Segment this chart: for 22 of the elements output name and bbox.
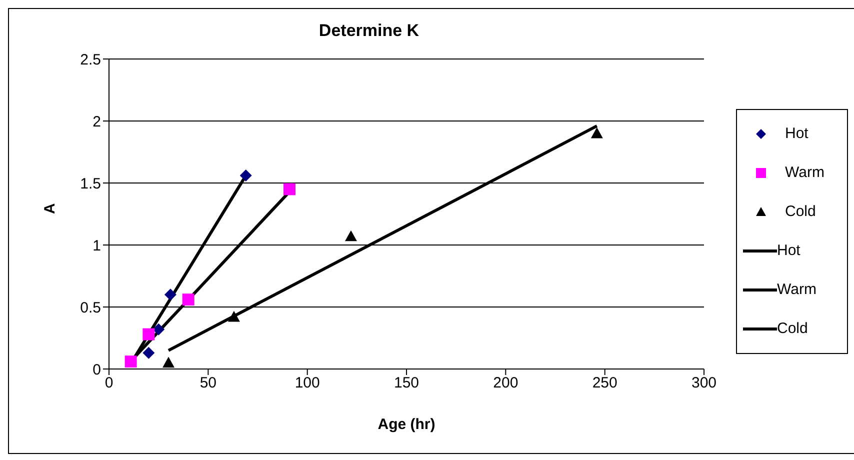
legend-label: Cold (777, 320, 808, 337)
y-tick-label: 0.5 (80, 299, 101, 316)
x-tick-label: 200 (493, 374, 518, 392)
y-tick-label: 2.5 (80, 51, 101, 68)
legend-label: Warm (777, 281, 816, 298)
y-axis-title: A (41, 203, 58, 214)
x-tick-label: 150 (394, 374, 420, 392)
x-tick-label: 0 (104, 374, 114, 392)
x-tick-label: 300 (691, 374, 717, 392)
y-tick-label: 0 (92, 361, 101, 378)
y-tick-label: 2 (92, 113, 101, 130)
legend-label: Hot (777, 242, 800, 259)
y-tick-label: 1.5 (80, 175, 101, 192)
chart-title: Determine K (318, 21, 420, 41)
legend-label: Cold (785, 203, 816, 220)
x-tick-label: 250 (592, 374, 618, 392)
x-axis-title: Age (hr) (378, 416, 436, 433)
x-tick-label: 100 (294, 374, 320, 392)
y-tick-label: 1 (92, 237, 101, 254)
legend-label: Hot (785, 125, 808, 142)
x-tick-label: 50 (200, 374, 217, 392)
legend-label: Warm (785, 164, 824, 181)
